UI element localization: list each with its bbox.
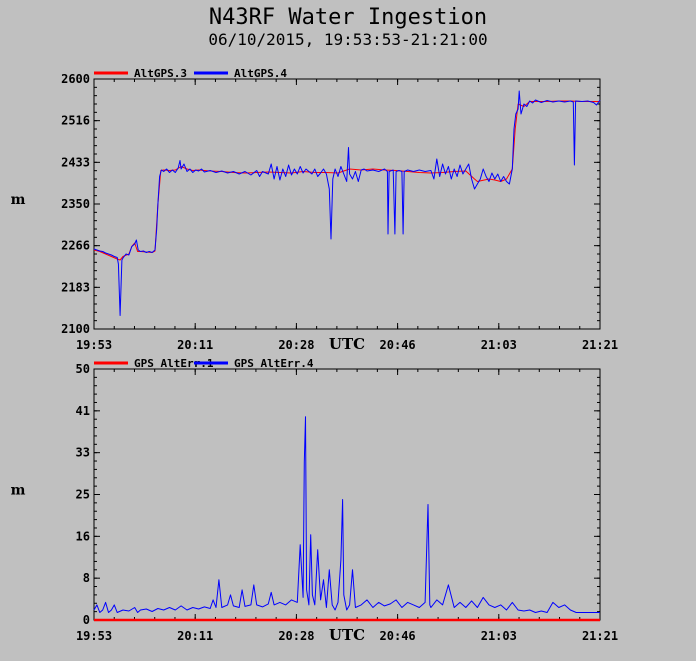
panel2-x-tick-label: 21:03 — [481, 629, 517, 643]
panel1-y-axis-label: m — [11, 192, 26, 208]
panel2-y-tick-label: 41 — [76, 404, 90, 418]
panel1-plot-frame — [93, 78, 601, 330]
panel2-y-tick-label: 50 — [76, 362, 90, 376]
panel2-x-tick-label: 21:21 — [582, 629, 618, 643]
panel1-x-axis-label: UTC — [329, 335, 365, 353]
chart-title: N43RF Water Ingestion — [208, 5, 488, 30]
panel2-legend-label-2: GPS_AltErr.4 — [234, 357, 314, 370]
panel2-x-tick-label: 20:46 — [380, 629, 416, 643]
panel1-y-tick-label: 2183 — [61, 280, 90, 294]
panel1-y-tick-label: 2516 — [61, 114, 90, 128]
panel1-x-tick-label: 20:11 — [177, 338, 213, 352]
panel2-x-axis-label: UTC — [329, 626, 365, 644]
panel2-y-axis-label: m — [11, 483, 26, 499]
panel1-x-tick-label: 21:21 — [582, 338, 618, 352]
panel1-x-tick-label: 20:46 — [380, 338, 416, 352]
panel2-y-tick-label: 0 — [83, 613, 90, 627]
panel2-y-tick-label: 8 — [83, 571, 90, 585]
panel1-x-tick-label: 20:28 — [278, 338, 314, 352]
panel2-series-2-line — [93, 416, 600, 613]
panel2-x-tick-label: 20:11 — [177, 629, 213, 643]
panel2-x-tick-label: 19:53 — [76, 629, 112, 643]
panel2-x-tick-label: 20:28 — [278, 629, 314, 643]
panel1-x-tick-label: 19:53 — [76, 338, 112, 352]
panel1-y-tick-label: 2600 — [61, 72, 90, 86]
panel2-y-tick-label: 33 — [76, 446, 90, 460]
panel2-plot-frame — [93, 368, 601, 621]
panel2-y-tick-label: 16 — [76, 529, 90, 543]
panel1-y-tick-label: 2433 — [61, 155, 90, 169]
panel2-legend-label-1: GPS_AltErr.1 — [134, 357, 214, 370]
panel1-legend-label-2: AltGPS.4 — [234, 67, 287, 80]
chart-subtitle: 06/10/2015, 19:53:53-21:21:00 — [208, 30, 488, 49]
panel1-y-tick-label: 2266 — [61, 239, 90, 253]
panel1-y-tick-label: 2350 — [61, 197, 90, 211]
panel1-series-2-line — [93, 90, 601, 316]
panel1-y-tick-label: 2100 — [61, 322, 90, 336]
panel1-x-tick-label: 21:03 — [481, 338, 517, 352]
panel1-legend-label-1: AltGPS.3 — [134, 67, 187, 80]
panel2-y-tick-label: 25 — [76, 488, 90, 502]
